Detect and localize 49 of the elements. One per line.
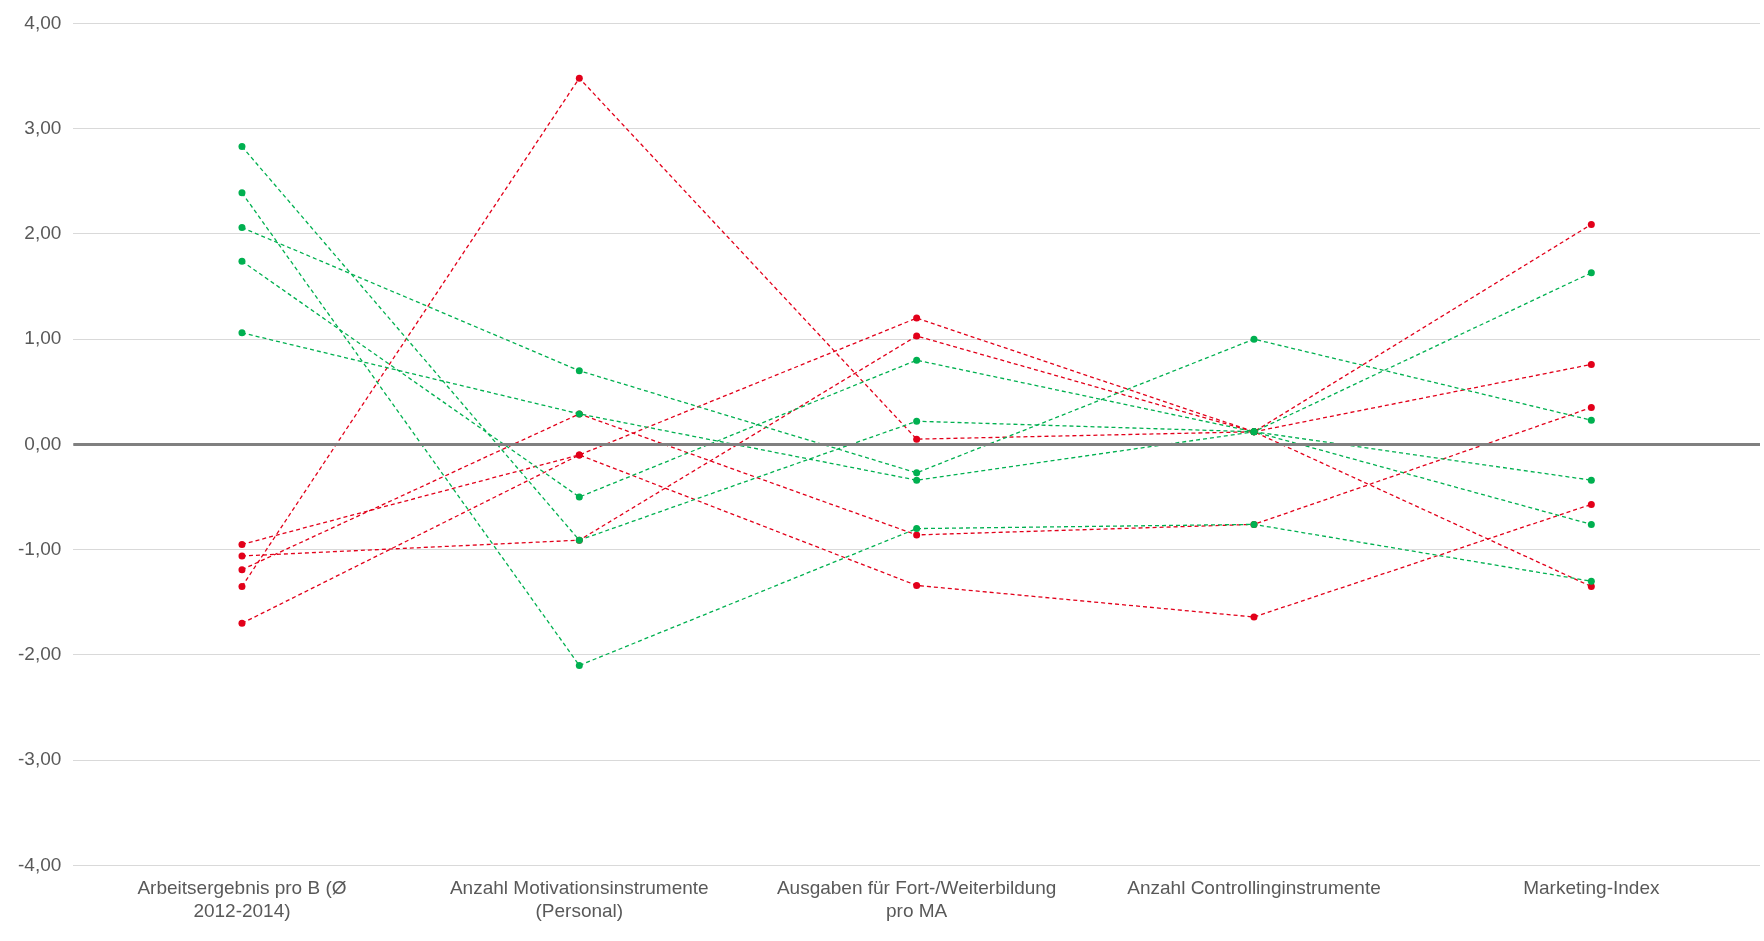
y-tick-label: 3,00 [24, 116, 62, 138]
point [238, 329, 246, 337]
point [238, 540, 246, 548]
point [238, 619, 246, 627]
point [238, 143, 246, 151]
point [238, 566, 246, 574]
y-tick-label: 0,00 [24, 432, 62, 454]
point [913, 332, 921, 340]
point [1587, 269, 1595, 277]
point [913, 525, 921, 533]
point [1250, 335, 1258, 343]
point [1587, 416, 1595, 424]
point [1587, 360, 1595, 368]
point [1587, 220, 1595, 228]
point [575, 367, 583, 375]
point [238, 257, 246, 265]
y-tick-label: -4,00 [17, 853, 62, 875]
point [238, 582, 246, 590]
x-tick-label: Anzahl Controllinginstrumente [1127, 877, 1381, 899]
point [913, 581, 921, 589]
point [913, 531, 921, 539]
x-tick-label: Anzahl Motivationsinstrumente (Personal) [449, 877, 709, 921]
point [238, 189, 246, 197]
y-tick-label: -1,00 [17, 537, 62, 559]
point [913, 356, 921, 364]
point [1587, 500, 1595, 508]
x-tick-label: Arbeitsergebnis pro B (Ø 2012-2014) [137, 877, 347, 921]
point [575, 493, 583, 501]
y-tick-label: -3,00 [17, 748, 62, 770]
point [913, 314, 921, 322]
point [1587, 476, 1595, 484]
y-tick-label: 1,00 [24, 327, 62, 349]
point [913, 435, 921, 443]
point [913, 417, 921, 425]
point [1250, 613, 1258, 621]
point [575, 74, 583, 82]
point [1587, 404, 1595, 412]
y-tick-label: -2,00 [17, 643, 62, 665]
point [913, 469, 921, 477]
point [238, 224, 246, 232]
point [575, 661, 583, 669]
x-tick-label: Marketing-Index [1523, 877, 1660, 899]
point [913, 476, 921, 484]
point [1587, 577, 1595, 585]
x-tick-label: Ausgaben für Fort-/Weiterbildung pro MA [776, 877, 1057, 921]
point [1587, 520, 1595, 528]
point [238, 552, 246, 560]
y-tick-label: 2,00 [24, 222, 62, 244]
y-tick-label: 4,00 [24, 11, 62, 33]
